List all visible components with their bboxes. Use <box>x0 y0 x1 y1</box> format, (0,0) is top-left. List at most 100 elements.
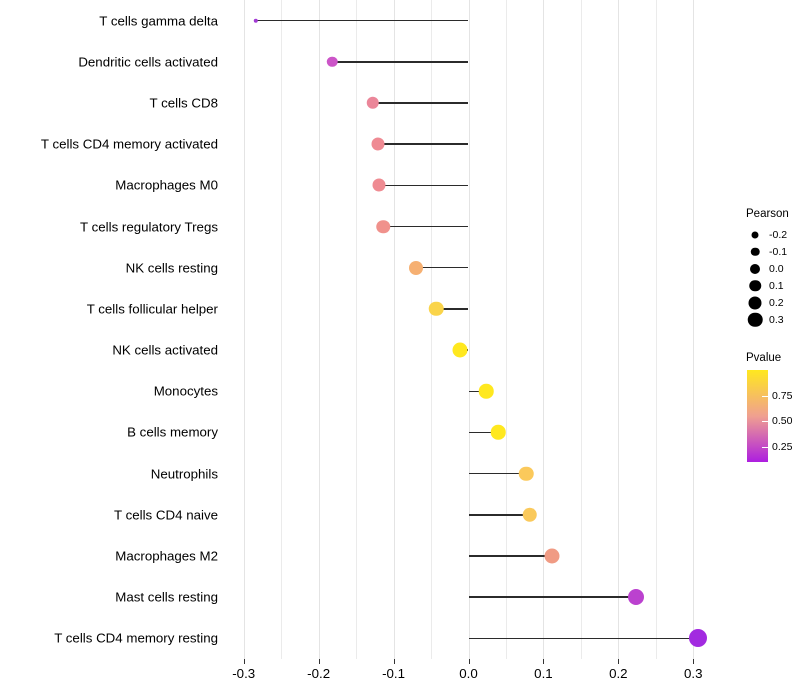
lollipop-point[interactable] <box>452 342 467 358</box>
pvalue-colorbar-label: 0.25 <box>772 440 793 453</box>
y-axis-tick-label: T cells gamma delta <box>99 13 218 29</box>
lollipop-point[interactable] <box>544 548 560 564</box>
gridline-minor <box>580 0 582 659</box>
x-axis-tick-label: 0.1 <box>534 666 553 681</box>
x-axis-tick <box>543 659 545 664</box>
lollipop-stem <box>468 637 698 640</box>
pvalue-color-legend: Pvalue 0.75 0.50 0.25 <box>744 352 800 462</box>
y-axis-tick-label: B cells memory <box>127 424 218 440</box>
y-axis-tick-label: Macrophages M0 <box>115 177 218 193</box>
pearson-legend-label: -0.1 <box>769 245 788 258</box>
y-axis-tick-label: Macrophages M2 <box>115 548 218 564</box>
x-axis-tick <box>618 659 620 664</box>
lollipop-stem <box>468 596 636 598</box>
pearson-legend-dot <box>749 279 761 292</box>
x-axis-tick-label: 0.2 <box>609 666 628 681</box>
pvalue-colorbar-wrap: 0.75 0.50 0.25 <box>744 370 800 462</box>
lollipop-point[interactable] <box>429 301 444 317</box>
lollipop-stem <box>383 225 469 228</box>
y-axis-tick-label: Monocytes <box>153 383 218 399</box>
lollipop-point[interactable] <box>688 629 707 648</box>
pearson-legend-dot <box>750 263 760 274</box>
gridline-minor <box>431 0 433 659</box>
pearson-legend-label: 0.2 <box>769 296 784 309</box>
x-axis-tick-label: -0.2 <box>307 666 331 681</box>
pearson-legend-dot <box>751 231 759 238</box>
lollipop-stem <box>332 61 469 63</box>
y-axis-tick-label: Mast cells resting <box>115 589 218 605</box>
lollipop-point[interactable] <box>253 18 258 23</box>
pearson-legend-item[interactable]: 0.1 <box>744 277 800 294</box>
gridline-major <box>393 0 395 659</box>
pearson-legend-dot <box>747 312 763 327</box>
y-axis-tick-label: Dendritic cells activated <box>78 54 218 70</box>
y-axis-tick-label: T cells regulatory Tregs <box>80 219 218 235</box>
lollipop-stem <box>255 19 469 22</box>
x-axis-tick-label: -0.1 <box>382 666 406 681</box>
lollipop-point[interactable] <box>326 56 338 68</box>
lollipop-point[interactable] <box>522 507 538 523</box>
lollipop-stem <box>468 555 553 557</box>
gridline-major <box>318 0 320 659</box>
pvalue-colorbar-tick <box>762 421 768 423</box>
pearson-legend-title: Pearson <box>746 208 789 220</box>
gridline-minor <box>505 0 507 659</box>
lollipop-point[interactable] <box>627 589 644 606</box>
lollipop-stem <box>468 431 499 434</box>
pearson-size-legend: Pearson -0.2 -0.1 0.0 0.1 0.2 0.3 <box>744 208 800 328</box>
y-axis-tick-label: T cells CD4 memory activated <box>40 136 218 152</box>
pearson-legend-item[interactable]: -0.1 <box>744 243 800 260</box>
pearson-legend-item[interactable]: 0.2 <box>744 294 800 311</box>
pearson-legend-item[interactable]: 0.0 <box>744 260 800 277</box>
lollipop-stem <box>378 184 469 187</box>
y-axis-tick-label: T cells follicular helper <box>86 301 218 317</box>
lollipop-stem <box>416 266 469 269</box>
y-axis-tick-label: NK cells activated <box>112 342 218 358</box>
pvalue-colorbar-label: 0.75 <box>772 389 793 402</box>
pearson-legend-label: 0.1 <box>769 279 784 292</box>
x-axis-tick-label: -0.3 <box>232 666 256 681</box>
x-axis-tick-label: 0.3 <box>684 666 703 681</box>
lollipop-point[interactable] <box>366 96 379 110</box>
lollipop-point[interactable] <box>372 178 386 192</box>
gridline-major <box>543 0 545 659</box>
y-axis-tick-label: T cells CD4 naive <box>114 507 218 523</box>
pearson-legend-dot <box>748 296 762 309</box>
gridline-major <box>618 0 620 659</box>
pvalue-colorbar-label: 0.50 <box>772 415 793 428</box>
x-axis-tick <box>243 659 245 664</box>
y-axis-tick-label: T cells CD8 <box>149 95 218 111</box>
lollipop-point[interactable] <box>479 384 494 399</box>
plot-panel <box>225 0 712 659</box>
pvalue-colorbar <box>747 370 768 462</box>
lollipop-point[interactable] <box>491 425 506 440</box>
lollipop-stem <box>468 390 487 393</box>
lollipop-stem <box>468 472 527 475</box>
lollipop-stem <box>377 143 469 145</box>
x-axis-tick <box>468 659 470 664</box>
pearson-legend-item[interactable]: -0.2 <box>744 226 800 243</box>
x-axis-tick <box>318 659 320 664</box>
gridline-major <box>693 0 695 659</box>
pearson-legend-items: -0.2 -0.1 0.0 0.1 0.2 0.3 <box>744 226 800 328</box>
x-axis-tick <box>693 659 695 664</box>
pvalue-legend-title: Pvalue <box>746 352 782 364</box>
y-axis-labels: T cells gamma delta Dendritic cells activ… <box>0 0 218 659</box>
lollipop-point[interactable] <box>376 219 390 234</box>
lollipop-point[interactable] <box>518 466 534 481</box>
pearson-legend-item[interactable]: 0.3 <box>744 311 800 328</box>
lollipop-point[interactable] <box>371 137 385 151</box>
y-axis-tick-label: T cells CD4 memory resting <box>54 630 218 646</box>
gridline-minor <box>356 0 358 659</box>
y-axis-tick-label: Neutrophils <box>150 466 218 482</box>
lollipop-point[interactable] <box>409 260 424 275</box>
pearson-legend-label: -0.2 <box>769 228 788 241</box>
gridline-major <box>243 0 245 659</box>
lollipop-stem <box>468 514 530 516</box>
gridline-minor <box>655 0 657 659</box>
lollipop-stem <box>436 308 469 310</box>
lollipop-stem <box>372 102 469 104</box>
gridline-minor <box>281 0 283 659</box>
x-axis-tick <box>393 659 395 664</box>
